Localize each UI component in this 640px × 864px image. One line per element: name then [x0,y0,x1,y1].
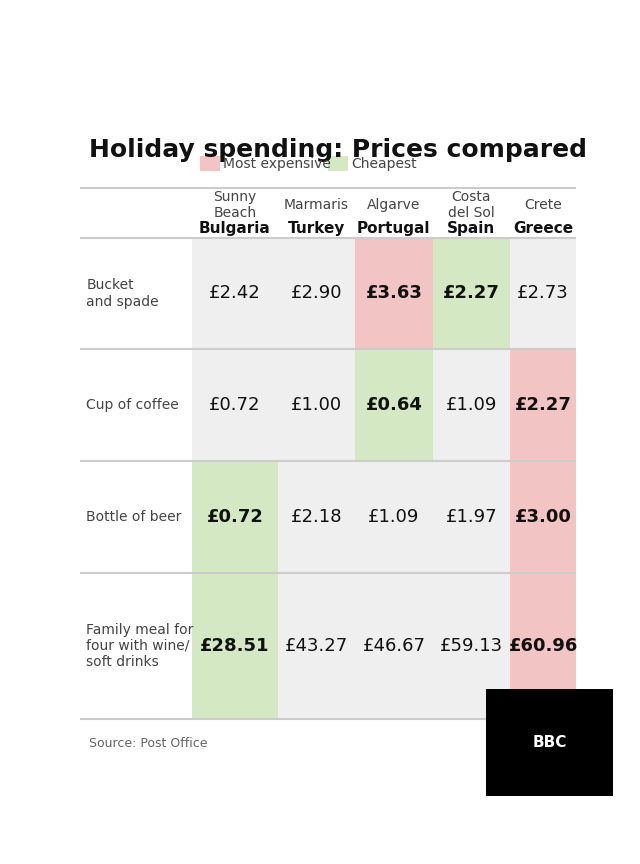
Text: £60.96: £60.96 [508,637,578,655]
Text: £1.00: £1.00 [291,396,342,414]
Text: Bulgaria: Bulgaria [199,221,271,236]
Text: Greece: Greece [513,221,573,236]
Bar [510,461,576,573]
Text: Algarve: Algarve [367,198,420,213]
Bar [278,573,355,719]
Text: Bottle of beer: Bottle of beer [86,510,182,524]
Text: £0.72: £0.72 [207,508,264,526]
Bar [80,349,193,461]
Text: £3.00: £3.00 [515,508,572,526]
Bar [278,238,355,349]
Bar [80,238,193,349]
Text: Source: Post Office: Source: Post Office [90,737,208,750]
Text: Marmaris: Marmaris [284,198,349,213]
Text: £1.97: £1.97 [445,508,497,526]
Bar [510,349,576,461]
Text: Cheapest: Cheapest [351,156,417,171]
Bar [193,238,278,349]
Text: £1.09: £1.09 [368,508,420,526]
Bar [193,349,278,461]
Bar [193,573,278,719]
Text: £59.13: £59.13 [440,637,503,655]
Bar [355,238,433,349]
Bar [510,573,576,719]
Text: Turkey: Turkey [288,221,345,236]
Text: £2.90: £2.90 [291,284,342,302]
Text: Bucket
and spade: Bucket and spade [86,278,159,308]
Bar [433,461,510,573]
Text: £0.72: £0.72 [209,396,260,414]
Text: £2.27: £2.27 [515,396,572,414]
Text: £43.27: £43.27 [285,637,348,655]
Text: £28.51: £28.51 [200,637,269,655]
Text: £46.67: £46.67 [362,637,426,655]
Text: £2.18: £2.18 [291,508,342,526]
Bar [80,573,193,719]
Text: £2.27: £2.27 [443,284,500,302]
Text: Portugal: Portugal [357,221,431,236]
Bar [278,349,355,461]
Text: Costa
del Sol: Costa del Sol [448,190,495,220]
Text: Holiday spending: Prices compared: Holiday spending: Prices compared [90,137,588,162]
Bar [355,349,433,461]
Bar [328,156,348,171]
Text: £0.64: £0.64 [365,396,422,414]
Text: £2.42: £2.42 [209,284,261,302]
Text: BBC: BBC [532,734,566,750]
Text: Cup of coffee: Cup of coffee [86,398,179,412]
Text: Family meal for
four with wine/
soft drinks: Family meal for four with wine/ soft dri… [86,623,193,669]
Text: Sunny
Beach: Sunny Beach [213,190,257,220]
Text: Spain: Spain [447,221,495,236]
Text: Most expensive: Most expensive [223,156,332,171]
Text: £1.09: £1.09 [445,396,497,414]
Bar [200,156,220,171]
Bar [193,461,278,573]
Bar [80,461,193,573]
Bar [433,238,510,349]
Bar [355,461,433,573]
Bar [433,573,510,719]
Bar [510,238,576,349]
Bar [355,573,433,719]
Text: £3.63: £3.63 [365,284,422,302]
Bar [433,349,510,461]
Bar [278,461,355,573]
Text: Crete: Crete [524,198,562,213]
Text: £2.73: £2.73 [517,284,569,302]
